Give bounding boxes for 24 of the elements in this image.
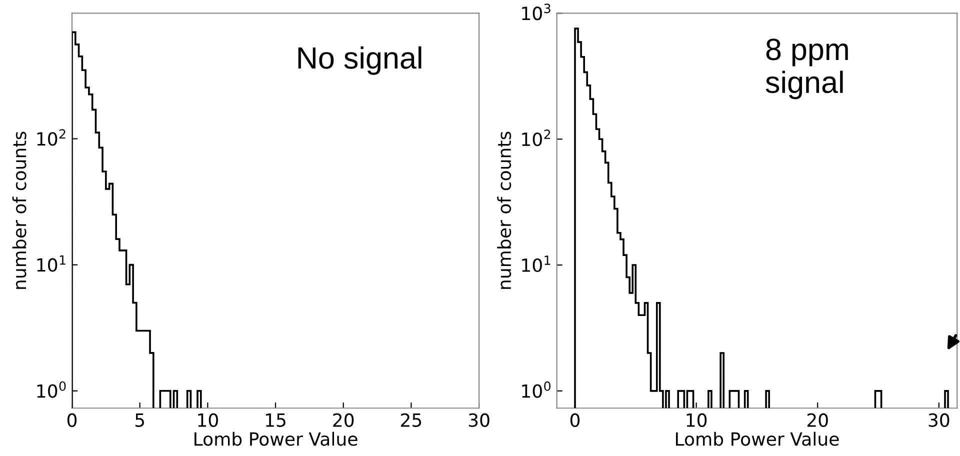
y-axis-title: number of counts xyxy=(12,132,26,289)
x-tick-label: 30 xyxy=(928,413,950,427)
y-tick-label: 10$^{1}$ xyxy=(522,256,550,272)
x-axis-title: Lomb Power Value xyxy=(194,432,358,446)
x-tick-label: 15 xyxy=(266,414,286,427)
x-tick-label: 5 xyxy=(135,414,144,427)
x-tick-label: 30 xyxy=(468,413,490,427)
y-tick-label: 10$^{0}$ xyxy=(37,381,66,398)
y-tick-label: 10$^{0}$ xyxy=(522,381,551,398)
x-tick-label: 20 xyxy=(333,413,354,427)
annotation: No signal xyxy=(298,46,422,75)
x-tick-label: 25 xyxy=(401,413,422,427)
y-tick-label: 10$^{3}$ xyxy=(522,4,550,20)
y-tick-label: 10$^{2}$ xyxy=(522,130,550,146)
x-tick-label: 10 xyxy=(686,413,707,427)
x-tick-label: 0 xyxy=(67,413,77,427)
annotation: 8 ppm signal xyxy=(766,38,848,100)
x-tick-label: 20 xyxy=(807,413,828,427)
x-axis-title: Lomb Power Value xyxy=(676,432,839,446)
y-tick-label: 10$^{2}$ xyxy=(37,129,66,146)
y-axis-title: number of counts xyxy=(497,132,512,289)
x-tick-label: 10 xyxy=(198,413,218,427)
x-tick-label: 0 xyxy=(570,413,580,427)
y-tick-label: 10$^{1}$ xyxy=(37,255,66,272)
